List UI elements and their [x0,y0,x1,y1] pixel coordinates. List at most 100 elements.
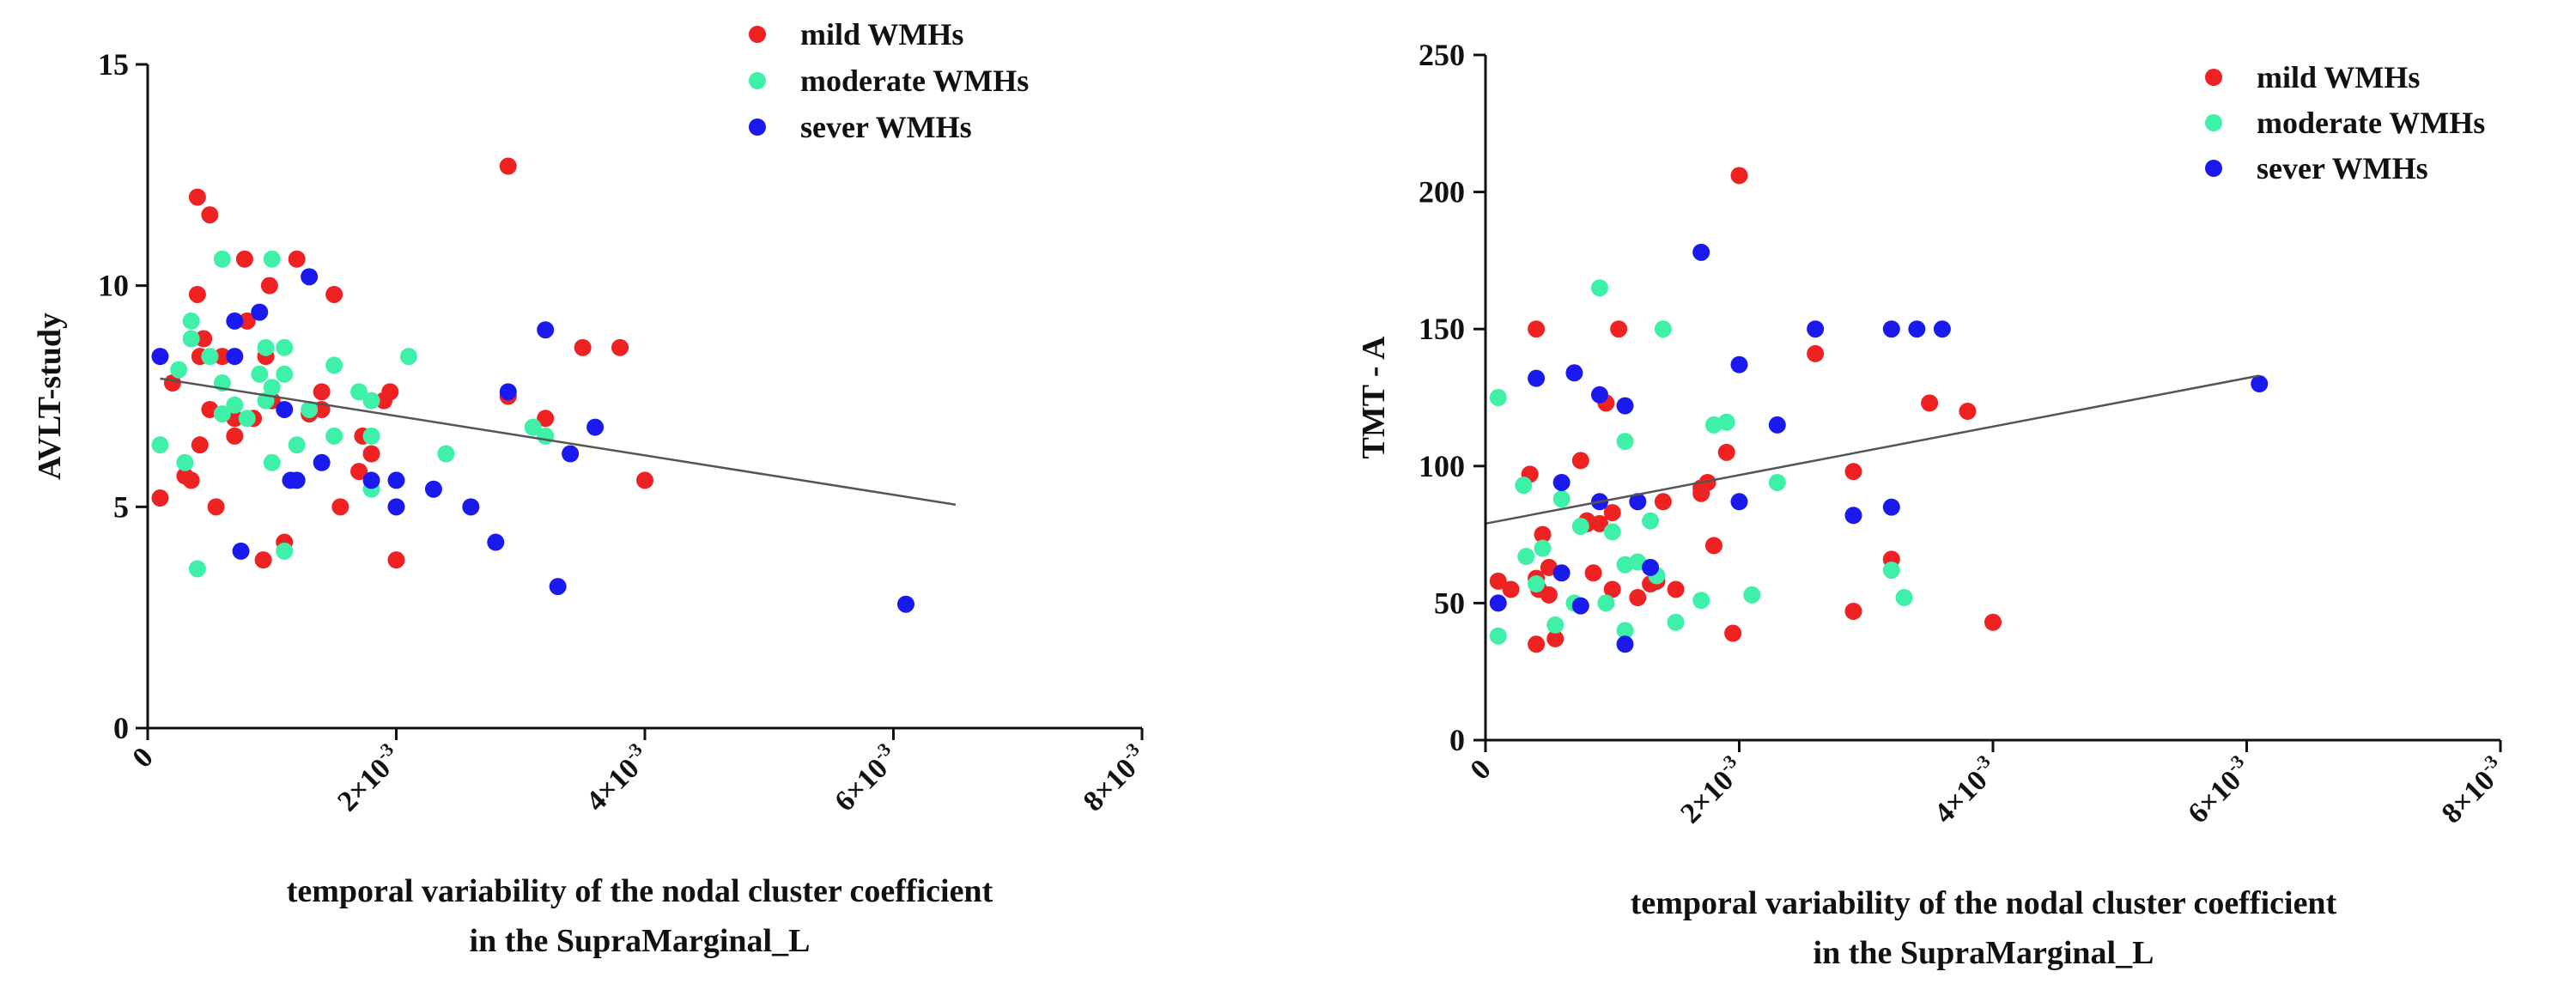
y-tick-label: 0 [113,711,129,745]
data-point-moderate [176,453,194,471]
data-point-severe [462,498,480,516]
data-point-moderate [263,453,281,471]
chart-tmt-a: 0 50 100 150 200 250 0 2×10-3 4×10-3 6×10-3 8×10-… [1356,38,2502,971]
chart-left-x-axis-label-line2: in the SupraMarginal_L [470,923,811,959]
data-point-moderate [263,250,281,268]
y-tick-label: 250 [1419,38,1465,72]
data-point-moderate [1590,279,1608,297]
data-point-mild [1610,320,1628,338]
data-point-mild [201,206,219,224]
y-tick-label: 50 [1434,586,1465,620]
legend-marker-mild [749,26,766,43]
data-point-mild [1704,537,1722,555]
data-point-severe [1933,320,1951,338]
data-point-moderate [276,338,294,356]
data-point-moderate [1552,490,1571,508]
x-tick-label: 0 [1464,753,1497,786]
data-point-severe [1768,416,1786,434]
data-point-mild [537,410,555,428]
chart-right-x-axis-label-line2: in the SupraMarginal_L [1814,935,2154,971]
data-point-severe [362,471,380,489]
svg-text:2×10-3: 2×10-3 [329,738,408,817]
data-point-mild [1921,394,1939,412]
data-point-severe [562,445,580,463]
y-tick-label: 0 [1449,723,1465,757]
data-point-severe [1590,386,1608,404]
data-point-mild [1603,580,1621,598]
data-point-mild [499,157,517,175]
data-point-mild [254,551,272,569]
data-point-severe [232,542,250,560]
data-point-severe [387,498,405,516]
data-point-mild [1528,320,1546,338]
data-point-severe [226,348,244,366]
data-point-moderate [201,348,219,366]
data-point-mild [195,330,213,348]
data-point-mild [1584,564,1602,582]
data-point-moderate [1515,477,1533,495]
data-point-mild [1502,580,1520,598]
data-point-mild [362,445,380,463]
data-point-mild [182,471,200,489]
data-point-moderate [301,400,319,418]
data-point-severe [226,312,244,330]
data-point-moderate [1717,413,1735,431]
data-point-moderate [399,348,417,366]
data-point-severe [301,268,319,286]
svg-text:4×10-3: 4×10-3 [1925,750,2004,829]
y-tick-label: 150 [1419,312,1465,346]
chart-left-legend: mild WMHs moderate WMHs sever WMHs [749,17,1029,144]
data-point-mild [1717,443,1735,461]
chart-right-marks [1489,167,2269,653]
data-point-severe [1528,369,1546,387]
data-point-severe [1882,320,1900,338]
data-point-mild [235,250,253,268]
chart-left-x-axis-label: temporal variability of the nodal cluste… [287,873,993,909]
legend-label-severe: sever WMHs [2257,151,2428,185]
data-point-mild [331,498,349,516]
data-point-mild [1546,629,1564,647]
y-tick-label: 200 [1419,175,1465,209]
data-point-moderate [238,410,256,428]
y-tick-label: 100 [1419,449,1465,483]
chart-right-trendline [1485,374,2260,525]
data-point-moderate [170,361,188,379]
data-point-mild [1730,167,1748,185]
data-point-moderate [188,560,206,578]
data-point-mild [238,312,256,330]
data-point-mild [1654,493,1672,511]
data-point-mild [636,471,653,489]
data-point-severe [487,533,505,551]
legend-label-moderate: moderate WMHs [2257,106,2485,140]
data-point-severe [1565,364,1583,382]
data-point-moderate [1692,592,1710,610]
svg-text:0: 0 [126,741,159,774]
data-point-moderate [325,427,343,445]
legend-marker-mild [2205,69,2222,86]
data-point-severe [313,453,331,471]
data-point-mild [1844,463,1862,481]
data-point-mild [1984,613,2002,631]
data-point-severe [151,348,169,366]
data-point-mild [1667,580,1685,598]
legend-marker-moderate [749,72,766,89]
data-point-severe [1882,498,1900,516]
data-point-mild [207,498,225,516]
data-point-severe [1616,635,1634,653]
data-point-moderate [537,427,555,445]
x-tick-label: 8×10-3 [1074,738,1153,817]
data-point-moderate [226,396,244,414]
data-point-moderate [1489,389,1507,406]
data-point-moderate [257,338,275,356]
chart-left-trendline [160,377,957,506]
svg-text:6×10-3: 6×10-3 [826,738,905,817]
data-point-moderate [1489,627,1507,645]
data-point-moderate [213,405,231,423]
data-point-mild [188,188,206,206]
legend-label-mild: mild WMHs [2257,60,2420,94]
data-point-moderate [182,312,200,330]
svg-text:8×10-3: 8×10-3 [1074,738,1153,817]
data-point-severe [1807,320,1825,338]
x-tick-label: 4×10-3 [1925,750,2004,829]
